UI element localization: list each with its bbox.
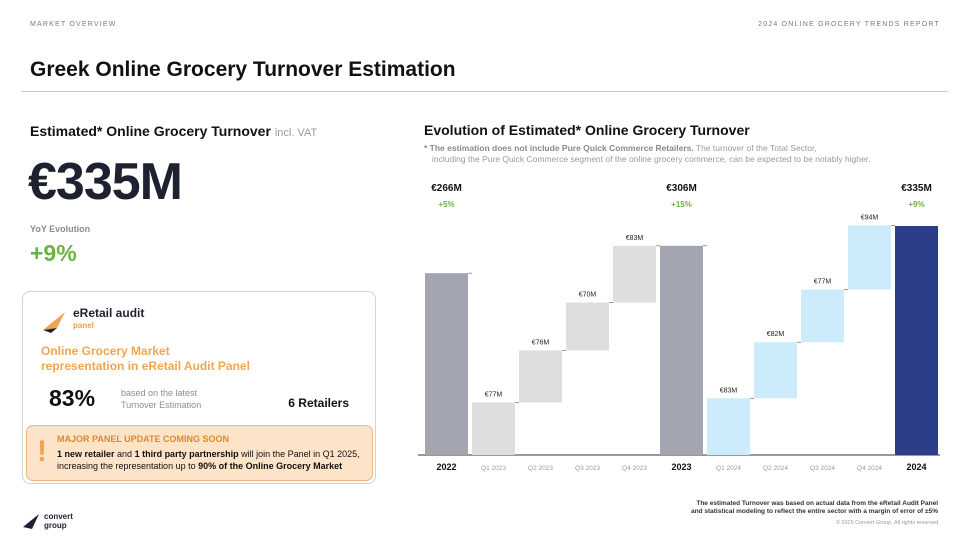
chart-note-bold: * The estimation does not include Pure Q… [424,143,694,153]
panel-update-callout: ! MAJOR PANEL UPDATE COMING SOON 1 new r… [26,425,373,481]
update-line2: increasing the representation up to 90% … [57,460,367,472]
bar-q2-2024 [754,342,797,399]
category-label-2023: 2023 [671,462,691,472]
title-divider [22,91,948,92]
update-bold3: 90% of the Online Grocery Market [198,461,343,471]
category-label-2024: 2024 [906,462,926,472]
yoy-label: YoY Evolution [30,224,91,234]
methodology-note-line2: and statistical modeling to reflect the … [690,508,938,515]
growth-label-2022: +5% [438,200,454,209]
methodology-note: The estimated Turnover was based on actu… [638,500,938,516]
update-body: 1 new retailer and 1 third party partner… [57,448,367,472]
bar-2024 [895,226,938,455]
eretail-logo-sub: panel [73,321,94,330]
category-label-q2-2023: Q2 2023 [528,465,553,472]
representation-note: based on the latest Turnover Estimation [121,387,241,411]
panel-heading-line2: representation in eRetail Audit Panel [41,359,250,373]
eretail-logo-icon [43,312,65,333]
category-label-2022: 2022 [436,462,456,472]
convert-group-line2: group [44,521,67,530]
total-label-2022: €266M [431,183,462,194]
value-label-q3-2024: €77M [814,279,832,286]
turnover-title-sub: incl. VAT [274,127,318,139]
representation-note-line1: based on the latest [121,388,198,398]
bar-q1-2023 [472,402,515,455]
header-section-label: MARKET OVERVIEW [30,21,117,28]
eretail-logo-name: eRetail audit [73,306,145,320]
category-label-q3-2023: Q3 2023 [575,465,600,472]
chart-note-line2: including the Pure Quick Commerce segmen… [432,154,871,164]
total-label-2024: €335M [901,183,932,194]
update-bold1: 1 new retailer [57,449,115,459]
update-line1: 1 new retailer and 1 third party partner… [57,448,367,460]
value-label-q4-2023: €83M [626,235,644,242]
representation-percent: 83% [49,385,96,411]
panel-heading-line1: Online Grocery Market [41,344,170,358]
total-label-2023: €306M [666,183,697,194]
value-label-q1-2024: €83M [720,387,738,394]
bar-q3-2023 [566,302,609,351]
category-label-q4-2023: Q4 2023 [622,465,647,472]
exclamation-icon: ! [37,435,47,468]
turnover-title-text: Estimated* Online Grocery Turnover [30,123,271,139]
update-text1: and [114,449,135,459]
page-title: Greek Online Grocery Turnover Estimation [30,58,456,81]
growth-label-2023: +15% [671,200,692,209]
copyright: © 2025 Convert Group, All rights reserve… [835,520,938,526]
eretail-logo: eRetail audit panel [41,306,171,336]
bar-q2-2023 [519,350,562,403]
turnover-value: €335M [28,153,183,211]
value-label-q2-2024: €82M [767,331,785,338]
chart-note-line1: * The estimation does not include Pure Q… [424,143,944,154]
representation-note-line2: Turnover Estimation [121,400,202,410]
convert-group-line1: convert [44,512,73,521]
convert-group-icon [23,514,39,529]
value-label-q3-2023: €70M [579,292,597,299]
bar-q4-2023 [613,245,656,303]
chart-title: Evolution of Estimated* Online Grocery T… [424,122,750,138]
category-label-q2-2024: Q2 2024 [763,465,788,472]
value-label-q2-2023: €76M [532,339,550,346]
bar-2022 [425,273,468,455]
update-title: MAJOR PANEL UPDATE COMING SOON [57,434,230,444]
category-label-q1-2024: Q1 2024 [716,465,741,472]
category-label-q1-2023: Q1 2023 [481,465,506,472]
retailers-count: 6 Retailers [288,396,349,410]
value-label-q1-2023: €77M [485,391,503,398]
bar-q1-2024 [707,398,750,455]
bar-2023 [660,245,703,455]
chart-note: * The estimation does not include Pure Q… [424,143,944,165]
chart-note-rest: The turnover of the Total Sector, [693,143,817,153]
convert-group-wordmark: convert group [44,512,73,530]
header-report-label: 2024 ONLINE GROCERY TRENDS REPORT [758,21,940,28]
bar-q3-2024 [801,289,844,343]
yoy-value: +9% [30,240,77,266]
convert-group-logo: convert group [22,510,92,534]
value-label-q4-2024: €94M [861,214,879,221]
update-text2: will join the Panel in Q1 2025, [238,449,360,459]
methodology-note-line1: The estimated Turnover was based on actu… [696,500,938,507]
bar-q4-2024 [848,225,891,290]
update-text3: increasing the representation up to [57,461,199,471]
eretail-panel-card: eRetail audit panel Online Grocery Marke… [22,291,376,484]
turnover-title: Estimated* Online Grocery Turnover incl.… [30,123,317,139]
category-label-q4-2024: Q4 2024 [857,465,882,472]
category-label-q3-2024: Q3 2024 [810,465,835,472]
panel-heading: Online Grocery Market representation in … [41,344,341,374]
growth-label-2024: +9% [908,200,924,209]
update-bold2: 1 third party partnership [134,449,239,459]
